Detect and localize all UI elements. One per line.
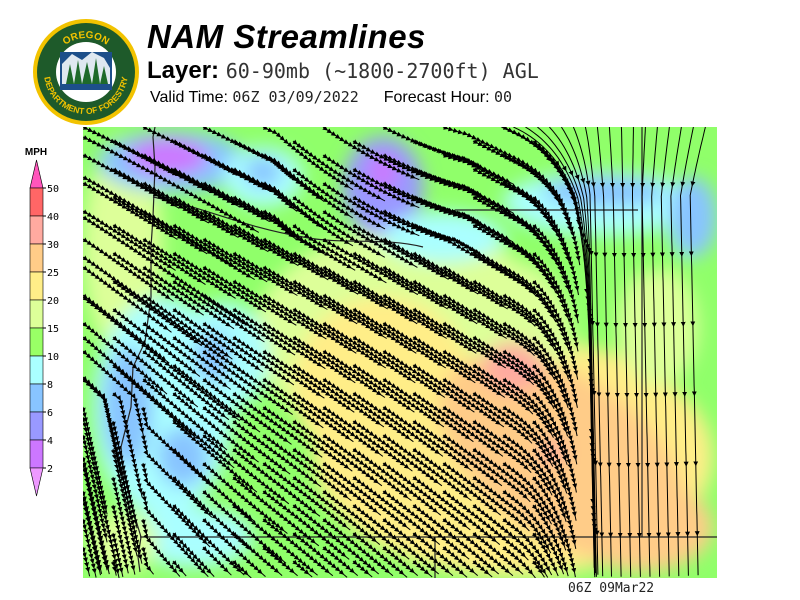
legend-color-box	[29, 383, 44, 413]
streamline	[352, 559, 373, 578]
legend-tick-label: 10	[47, 352, 59, 363]
layer-label: Layer:	[147, 57, 220, 84]
legend-color-box	[29, 355, 44, 385]
streamline	[231, 559, 252, 578]
map-timestamp: 06Z 09Mar22	[568, 581, 655, 596]
streamlines	[83, 127, 706, 578]
legend-tick-label: 15	[47, 324, 59, 335]
streamline	[140, 546, 154, 575]
streamline	[262, 545, 298, 577]
valid-time-label: Valid Time:	[150, 89, 228, 106]
layer-line: Layer: 60-90mb (~1800-2700ft) AGL	[147, 57, 539, 85]
streamline	[632, 127, 641, 577]
streamline	[292, 559, 313, 578]
streamline	[171, 560, 187, 577]
legend-tick-label: 25	[47, 268, 59, 279]
forecast-hour-label: Forecast Hour:	[383, 89, 490, 106]
streamline	[596, 127, 612, 577]
legend-tick-label: 6	[47, 408, 53, 419]
legend-overflow-bottom	[29, 467, 44, 497]
streamline	[83, 375, 143, 564]
streamline	[608, 127, 622, 577]
legend-tick-label: 30	[47, 240, 59, 251]
streamline	[472, 559, 493, 578]
streamline	[322, 545, 359, 576]
streamline	[641, 127, 651, 577]
streamline-map	[83, 127, 717, 578]
legend-color-box	[29, 327, 44, 357]
streamline	[549, 127, 596, 574]
page-title: NAM Streamlines	[147, 18, 426, 55]
wind-speed-legend: MPH 50 40 30 25 20 15 10 8 6 4 2	[25, 147, 59, 497]
streamline	[442, 545, 479, 576]
valid-time-value: 06Z 03/09/2022	[232, 88, 359, 106]
streamline	[651, 127, 661, 577]
streamline	[502, 545, 536, 578]
legend-tick-label: 40	[47, 212, 59, 223]
legend-unit: MPH	[25, 147, 47, 158]
streamline	[679, 127, 694, 576]
legend-tick-label: 50	[47, 184, 59, 195]
layer-value: 60-90mb (~1800-2700ft) AGL	[225, 59, 539, 83]
legend-tick-label: 20	[47, 296, 59, 307]
streamline	[620, 127, 632, 577]
streamline	[660, 127, 670, 577]
legend-tick-label: 8	[47, 380, 53, 391]
legend-overflow-top	[29, 159, 44, 189]
streamline	[83, 496, 101, 576]
oregon-department-of-forestry-logo: OREGON DEPARTMENT OF FORESTRY	[33, 19, 139, 125]
legend-tick-label: 4	[47, 436, 53, 447]
forecast-hour-value: 00	[494, 88, 513, 106]
legend-color-box	[29, 215, 44, 245]
legend-color-box	[29, 243, 44, 273]
streamline	[382, 545, 419, 576]
streamline	[584, 127, 604, 577]
streamline	[689, 127, 706, 576]
legend-color-box	[29, 299, 44, 329]
streamline	[572, 127, 599, 575]
legend-color-box	[29, 187, 44, 217]
legend-color-box	[29, 271, 44, 301]
streamline	[201, 545, 232, 576]
valid-time-line: Valid Time: 06Z 03/09/2022 Forecast Hour…	[150, 88, 512, 107]
streamline	[531, 532, 559, 577]
legend-color-box	[29, 411, 44, 441]
legend-color-box	[29, 439, 44, 469]
streamline	[531, 560, 545, 578]
streamline	[412, 559, 433, 578]
streamline	[83, 335, 235, 469]
svg-text:OREGON: OREGON	[61, 30, 111, 48]
streamline	[670, 127, 682, 577]
legend-tick-label: 2	[47, 464, 53, 475]
